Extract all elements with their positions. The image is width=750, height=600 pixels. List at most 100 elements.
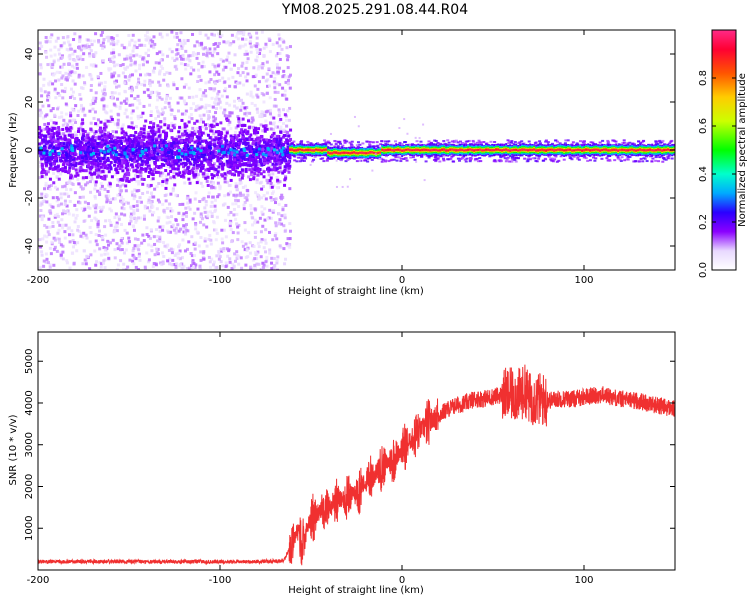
spectrogram-cell: [70, 174, 74, 178]
spectrogram-cell: [275, 136, 279, 140]
spectrogram-cell: [68, 153, 72, 157]
spectrogram-cell: [74, 163, 78, 167]
spectrogram-cell: [47, 146, 51, 150]
spectrogram-cell: [133, 136, 137, 140]
spectrogram-cell: [101, 46, 105, 50]
spectrogram-cell: [182, 175, 186, 179]
spectrogram-cell: [210, 138, 214, 142]
spectrogram-cell: [256, 51, 260, 55]
spectrogram-cell: [47, 96, 51, 100]
spectrogram-cell: [65, 192, 69, 196]
spectrogram-cell: [276, 146, 280, 150]
spectrogram-cell: [207, 162, 211, 166]
spectrogram-cell: [163, 149, 167, 153]
spectrogram-cell: [218, 137, 222, 141]
spectrogram-cell: [281, 157, 285, 161]
spectrogram-cell: [86, 255, 90, 259]
spectrogram-cell: [131, 155, 135, 159]
spectrogram-cell: [146, 130, 150, 134]
spectrogram-cell: [183, 141, 187, 145]
spectrogram-cell: [212, 155, 216, 159]
spectrogram-cell: [64, 188, 68, 192]
spectrogram-cell: [83, 258, 87, 262]
spectrogram-cell: [81, 262, 85, 266]
spectrogram-cell: [62, 146, 66, 150]
spectrogram-cell: [204, 81, 208, 85]
spectrogram-cell: [50, 240, 54, 244]
spectrogram-cell: [240, 105, 244, 109]
spectrogram-cell: [244, 75, 248, 79]
spectrogram-cell: [112, 148, 116, 152]
spectrogram-cell: [229, 134, 233, 138]
spectrogram-cell: [62, 153, 66, 157]
spectrogram-cell: [236, 225, 240, 229]
spectrogram-cell: [123, 90, 127, 94]
spectrogram-cell: [142, 90, 146, 94]
spectrogram-cell: [223, 137, 227, 141]
spectrogram-cell: [103, 128, 107, 132]
spectrogram-cell: [206, 117, 210, 121]
spectrogram-cell: [66, 141, 70, 145]
spectrogram-cell: [246, 72, 250, 76]
spectrogram-cell: [239, 108, 243, 112]
spectrogram-cell: [40, 218, 44, 222]
spectrogram-cell: [211, 152, 215, 156]
spectrogram-cell: [257, 127, 261, 131]
spectrogram-cell: [141, 233, 145, 237]
spectrogram-cell: [212, 143, 216, 147]
spectrogram-cell: [233, 173, 237, 177]
spectrogram-cell: [191, 53, 195, 57]
spectrogram-cell: [228, 224, 232, 228]
spectrogram-cell: [47, 184, 51, 188]
spectrogram-cell: [119, 101, 123, 105]
spectrogram-cell: [212, 50, 216, 54]
spectrogram-cell: [65, 76, 69, 80]
spectrogram-cell: [42, 147, 46, 151]
spectrogram-cell: [204, 168, 208, 172]
spectrogram-cell: [215, 254, 219, 258]
spectrogram-cell: [125, 231, 129, 235]
spectrogram-cell: [178, 257, 182, 261]
spectrogram-cell: [214, 111, 218, 115]
spectrogram-cell: [120, 222, 124, 226]
spectrogram-cell: [255, 252, 259, 256]
spectrogram-cell: [237, 223, 241, 227]
spectrogram-cell: [41, 156, 45, 160]
spectrogram-cell: [195, 175, 199, 179]
spectrogram-cell: [178, 264, 182, 268]
spectrogram-cell: [251, 75, 255, 79]
spectrogram-cell: [251, 118, 255, 122]
spectrogram-cell: [53, 149, 57, 153]
spectrogram-cell: [204, 94, 208, 98]
spectrogram-cell: [121, 169, 125, 173]
spectrogram-cell: [57, 177, 61, 181]
spectrogram-cell: [178, 125, 182, 129]
spectrogram-cell: [48, 166, 52, 170]
spectrogram-cell: [217, 257, 221, 261]
spectrogram-cell: [254, 166, 258, 170]
spectrogram-cell: [127, 87, 131, 91]
spectrogram-cell: [145, 60, 149, 64]
spectrogram-cell: [78, 147, 82, 151]
spectrogram-cell: [272, 209, 276, 213]
spectrogram-cell: [265, 127, 269, 131]
spectrogram-cell: [505, 158, 509, 161]
spectrogram-cell: [103, 160, 107, 164]
spectrogram-cell: [39, 214, 43, 218]
spectrogram-cell: [183, 112, 187, 116]
spectrogram-cell: [75, 157, 79, 161]
spectrogram-cell: [262, 158, 266, 162]
spectrogram-cell: [108, 135, 112, 139]
spectrogram-cell: [100, 157, 104, 161]
spectrogram-cell: [120, 151, 124, 155]
spectrogram-cell: [205, 145, 209, 149]
spectrogram-cell: [226, 205, 230, 209]
spectrogram-cell: [57, 152, 61, 156]
spectrogram-cell: [59, 65, 63, 69]
spectrogram-cell: [177, 211, 181, 215]
spectrogram-cell: [192, 175, 196, 179]
spectrogram-cell: [193, 140, 197, 144]
spectrogram-cell: [284, 80, 288, 84]
spectrogram-cell: [228, 257, 232, 261]
spectrogram-cell: [209, 153, 213, 157]
